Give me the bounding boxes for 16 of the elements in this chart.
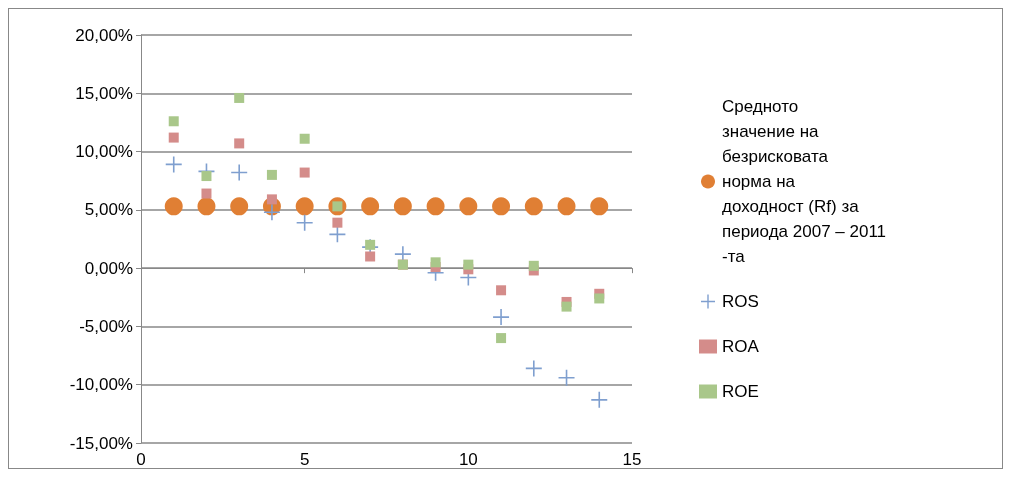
legend-label: ROA — [722, 337, 760, 356]
y-tick-label: -15,00% — [69, 433, 133, 453]
y-tick-label: 0,00% — [84, 258, 133, 278]
y-tick-label: 20,00% — [75, 25, 133, 45]
legend-label: ROS — [722, 292, 759, 311]
x-tick-label: 0 — [136, 450, 146, 469]
legend-label: Средното значение на безрисковата норма на доходност (Rf) за периода 2007 – 2011 -та — [722, 97, 891, 266]
y-tick-label: -10,00% — [69, 375, 133, 395]
y-tick-label: 5,00% — [84, 200, 133, 220]
legend-label: ROE — [722, 382, 759, 401]
y-tick-label: 15,00% — [75, 83, 133, 103]
x-tick-label: 10 — [458, 450, 478, 469]
x-tick-label: 15 — [622, 450, 642, 469]
x-tick-label: 5 — [299, 450, 310, 469]
y-tick-label: -5,00% — [79, 316, 133, 336]
y-tick-label: 10,00% — [75, 142, 133, 162]
